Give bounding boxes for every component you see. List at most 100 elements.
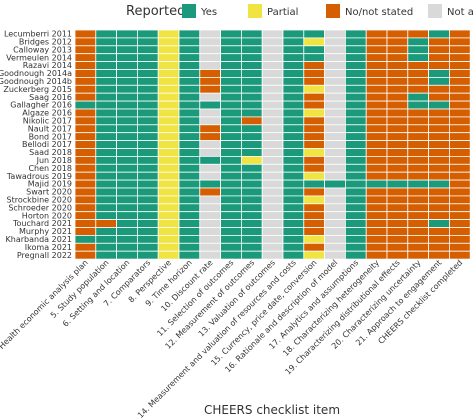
heatmap-cell [74,219,97,228]
heatmap-cell [303,211,325,220]
heatmap-cell [199,29,222,39]
heatmap-cell [324,227,346,236]
heatmap-cell [261,140,284,149]
heatmap-cell [303,29,325,39]
row-label: Nault 2017 [28,124,72,133]
heatmap-cell [261,53,284,63]
heatmap-cell [261,45,284,55]
heatmap-cell [136,45,159,55]
heatmap-cell [365,92,388,102]
heatmap-cell [240,242,263,252]
row-label: Horton 2020 [22,211,72,220]
heatmap-cell [136,37,159,47]
heatmap-cell [344,195,367,205]
heatmap-cell [240,132,263,141]
heatmap-cell [428,124,450,134]
heatmap-cell [199,148,222,157]
heatmap-cell [220,163,242,173]
heatmap-cell [157,219,180,228]
heatmap-cell [324,37,346,47]
heatmap-cell [324,155,346,165]
heatmap-cell [95,219,118,228]
heatmap-cell [324,219,346,228]
heatmap-cell [365,148,388,157]
heatmap-cell [282,124,305,134]
heatmap-cell [136,179,159,189]
heatmap-cell [157,203,180,213]
heatmap-cell [428,227,450,236]
heatmap-cell [220,53,242,63]
heatmap-cell [74,163,97,173]
heatmap-cell [261,84,284,94]
heatmap-cell [136,234,159,244]
heatmap-cell [240,219,263,228]
heatmap-cell [157,92,180,102]
heatmap-cell [74,108,97,118]
heatmap-cell [95,187,118,197]
heatmap-cell [95,29,118,39]
heatmap-cell [386,77,409,86]
heatmap-cell [407,53,429,63]
heatmap-cell [282,171,305,181]
heatmap-cell [261,211,284,220]
heatmap-cell [74,100,97,110]
heatmap-cell [428,140,450,149]
heatmap-cell [116,45,138,55]
heatmap-cell [116,132,138,141]
heatmap-cell [282,187,305,197]
heatmap-cell [240,69,263,78]
heatmap-cell [282,45,305,55]
heatmap-cell [199,219,222,228]
heatmap-cell [282,29,305,39]
heatmap-cell [178,69,201,78]
heatmap-cell [344,37,367,47]
heatmap-cell [157,227,180,236]
heatmap-cell [428,250,450,260]
heatmap-cell [344,53,367,63]
heatmap-cell [407,92,429,102]
heatmap-cell [428,108,450,118]
heatmap-cell [95,37,118,47]
heatmap-cell [344,108,367,118]
heatmap-cell [282,53,305,63]
heatmap-cell [428,155,450,165]
row-label: Schroeder 2020 [8,203,72,212]
heatmap-cell [282,108,305,118]
heatmap-cell [365,61,388,70]
heatmap-cell [303,148,325,157]
heatmap-cell [157,124,180,134]
heatmap-cell [448,92,471,102]
heatmap-cell [95,84,118,94]
heatmap-cell [303,187,325,197]
heatmap-cell [220,116,242,126]
heatmap-cell [324,124,346,134]
heatmap-cell [428,77,450,86]
row-label: Bellodi 2017 [22,140,72,149]
heatmap-cell [95,203,118,213]
heatmap-cell [303,116,325,126]
heatmap-cell [407,242,429,252]
heatmap-cell [448,84,471,94]
heatmap-cell [240,45,263,55]
heatmap-cell [365,116,388,126]
heatmap-cell [344,203,367,213]
heatmap-cell [116,140,138,149]
heatmap-cell [178,234,201,244]
heatmap-cell [324,171,346,181]
heatmap-cell [448,69,471,78]
heatmap-cell [261,163,284,173]
heatmap-cell [157,132,180,141]
heatmap-cell [303,69,325,78]
heatmap-cell [178,92,201,102]
heatmap-cell [199,37,222,47]
heatmap-cell [303,227,325,236]
row-label: Jun 2018 [36,156,72,165]
heatmap-cell [240,250,263,260]
heatmap-cell [74,211,97,220]
heatmap-cell [157,37,180,47]
heatmap-cell [136,84,159,94]
heatmap-cell [74,61,97,70]
heatmap-cell [365,53,388,63]
heatmap-cell [282,155,305,165]
heatmap-cell [157,116,180,126]
